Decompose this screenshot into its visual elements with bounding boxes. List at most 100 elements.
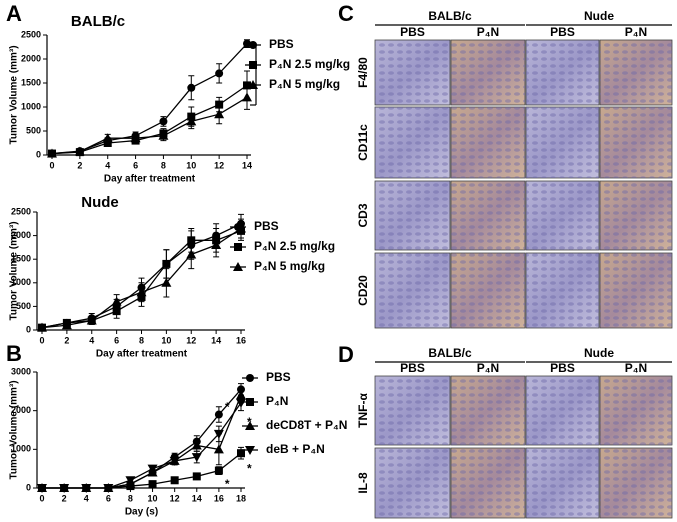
marker — [186, 249, 197, 259]
marker — [191, 440, 202, 450]
y-axis-label: Tumor Volume (mm³) — [9, 221, 20, 320]
micrograph-texture — [526, 253, 599, 328]
marker — [37, 322, 47, 332]
marker — [61, 320, 72, 330]
legend-label: deCD8T + P₄N — [266, 418, 347, 432]
y-axis-label: Tumor Volume (mm³) — [9, 45, 20, 144]
column-label: PBS — [400, 25, 425, 39]
group-label: Nude — [584, 346, 614, 360]
x-tick-label: 14 — [211, 335, 221, 345]
marker — [191, 453, 202, 463]
y-tick-label: 2500 — [11, 206, 31, 216]
legend-label: P₄N 2.5 mg/kg — [254, 239, 335, 253]
y-tick-label: 0 — [26, 482, 31, 492]
column-label: PBS — [550, 361, 575, 375]
x-tick-label: 4 — [84, 493, 89, 503]
legend-marker — [234, 243, 242, 251]
annotation: * — [247, 461, 252, 475]
y-tick-label: 1000 — [11, 444, 31, 454]
x-tick-label: 4 — [89, 335, 94, 345]
column-label: P₄N — [477, 361, 499, 375]
y-tick-label: 1000 — [21, 101, 41, 111]
legend-marker — [249, 41, 257, 49]
micrograph-texture — [375, 40, 450, 105]
x-tick-label: 10 — [186, 160, 196, 170]
marker — [236, 398, 246, 408]
marker — [237, 449, 245, 458]
annotation: * — [225, 400, 230, 414]
group-label: BALB/c — [428, 9, 472, 23]
marker — [158, 130, 169, 140]
marker — [103, 139, 112, 147]
x-tick-label: 14 — [242, 160, 252, 170]
marker — [130, 133, 141, 143]
legend-label: P₄N 2.5 mg/kg — [269, 57, 350, 71]
y-tick-label: 500 — [16, 301, 31, 311]
column-label: P₄N — [625, 25, 647, 39]
annotation: * — [247, 415, 252, 429]
marker — [147, 464, 158, 474]
legend-marker — [233, 262, 243, 271]
marker — [102, 133, 113, 143]
marker — [161, 277, 172, 287]
micrograph-texture — [600, 253, 672, 328]
marker — [81, 484, 92, 493]
legend-label: PBS — [254, 219, 279, 233]
x-tick-label: 10 — [161, 335, 171, 345]
micrograph-texture — [375, 448, 450, 518]
micrograph-texture — [375, 181, 450, 250]
micrograph-texture — [375, 376, 450, 445]
x-tick-label: 6 — [114, 335, 119, 345]
group-label: BALB/c — [428, 346, 472, 360]
x-tick-label: 2 — [64, 335, 69, 345]
y-tick-label: 2000 — [21, 53, 41, 63]
marker — [86, 315, 97, 325]
y-tick-label: 1000 — [11, 277, 31, 287]
x-tick-label: 12 — [186, 335, 196, 345]
y-tick-label: 1500 — [21, 77, 41, 87]
marker — [74, 146, 85, 156]
x-tick-label: 12 — [170, 493, 180, 503]
y-tick-label: 0 — [36, 149, 41, 159]
marker — [162, 259, 171, 268]
legend-label: P₄N — [266, 394, 288, 408]
marker — [215, 69, 224, 78]
micrograph-texture — [526, 181, 599, 250]
x-axis-label: Day after treatment — [96, 349, 188, 360]
marker — [37, 484, 47, 493]
series-line — [42, 402, 242, 489]
legend-marker — [248, 80, 258, 89]
y-tick-label: 3000 — [11, 366, 31, 376]
marker — [187, 83, 196, 92]
panel-label: D — [338, 342, 354, 367]
marker — [242, 92, 252, 102]
x-tick-label: 0 — [39, 335, 44, 345]
row-label: CD3 — [356, 203, 370, 227]
row-label: TNF-α — [356, 393, 370, 428]
micrograph-texture — [600, 107, 672, 178]
panel-label: B — [6, 341, 22, 366]
series-line — [51, 84, 248, 155]
x-tick-label: 6 — [133, 160, 138, 170]
marker — [112, 307, 121, 316]
row-label: IL-8 — [356, 472, 370, 494]
y-tick-label: 2000 — [11, 230, 31, 240]
column-label: PBS — [550, 25, 575, 39]
micrograph-texture — [526, 107, 599, 178]
marker — [148, 480, 157, 489]
marker — [213, 444, 224, 454]
row-label: CD20 — [356, 275, 370, 306]
y-tick-label: 2500 — [21, 29, 41, 39]
chart-title: Nude — [81, 194, 119, 211]
y-tick-label: 500 — [26, 125, 41, 135]
marker — [236, 223, 246, 233]
group-label: Nude — [584, 9, 614, 23]
marker — [159, 117, 168, 126]
micrograph-texture — [600, 376, 672, 445]
y-axis-label: Tumor Volume (mm³) — [9, 380, 20, 479]
micrograph-texture — [451, 181, 525, 250]
row-label: CD11c — [356, 124, 370, 161]
x-axis-label: Day (s) — [125, 507, 158, 518]
column-label: P₄N — [625, 361, 647, 375]
x-tick-label: 4 — [105, 160, 110, 170]
